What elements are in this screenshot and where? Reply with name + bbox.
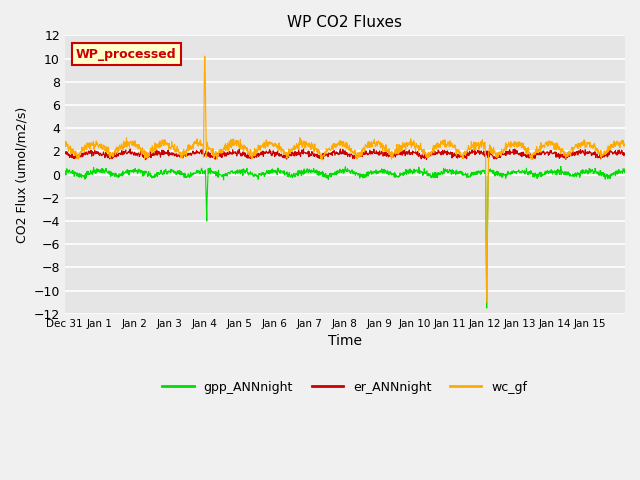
er_ANNnight [614,149,622,155]
wc_gf [61,141,68,147]
gpp_ANNnight [477,168,484,174]
gpp_ANNnight [614,170,622,176]
wc_gf [560,148,568,154]
wc_gf [201,53,209,59]
wc_gf [331,141,339,146]
Line: gpp_ANNnight: gpp_ANNnight [65,167,625,308]
Y-axis label: CO2 Flux (umol/m2/s): CO2 Flux (umol/m2/s) [15,107,28,243]
gpp_ANNnight [557,164,564,169]
er_ANNnight [141,157,149,163]
gpp_ANNnight [61,168,68,173]
wc_gf [477,144,485,150]
gpp_ANNnight [483,305,490,311]
gpp_ANNnight [621,166,629,172]
er_ANNnight [321,153,328,158]
er_ANNnight [477,150,485,156]
er_ANNnight [621,153,629,158]
wc_gf [148,143,156,149]
Line: wc_gf: wc_gf [65,56,625,302]
gpp_ANNnight [560,169,568,175]
wc_gf [320,153,328,159]
er_ANNnight [61,150,68,156]
Line: er_ANNnight: er_ANNnight [65,149,625,160]
wc_gf [483,300,490,305]
wc_gf [614,143,622,148]
X-axis label: Time: Time [328,334,362,348]
gpp_ANNnight [320,171,328,177]
Title: WP CO2 Fluxes: WP CO2 Fluxes [287,15,403,30]
gpp_ANNnight [330,172,338,178]
er_ANNnight [149,151,157,156]
er_ANNnight [560,155,568,161]
gpp_ANNnight [148,174,156,180]
Text: WP_processed: WP_processed [76,48,177,61]
Legend: gpp_ANNnight, er_ANNnight, wc_gf: gpp_ANNnight, er_ANNnight, wc_gf [157,376,532,399]
er_ANNnight [126,146,134,152]
wc_gf [621,141,629,146]
er_ANNnight [331,152,339,158]
